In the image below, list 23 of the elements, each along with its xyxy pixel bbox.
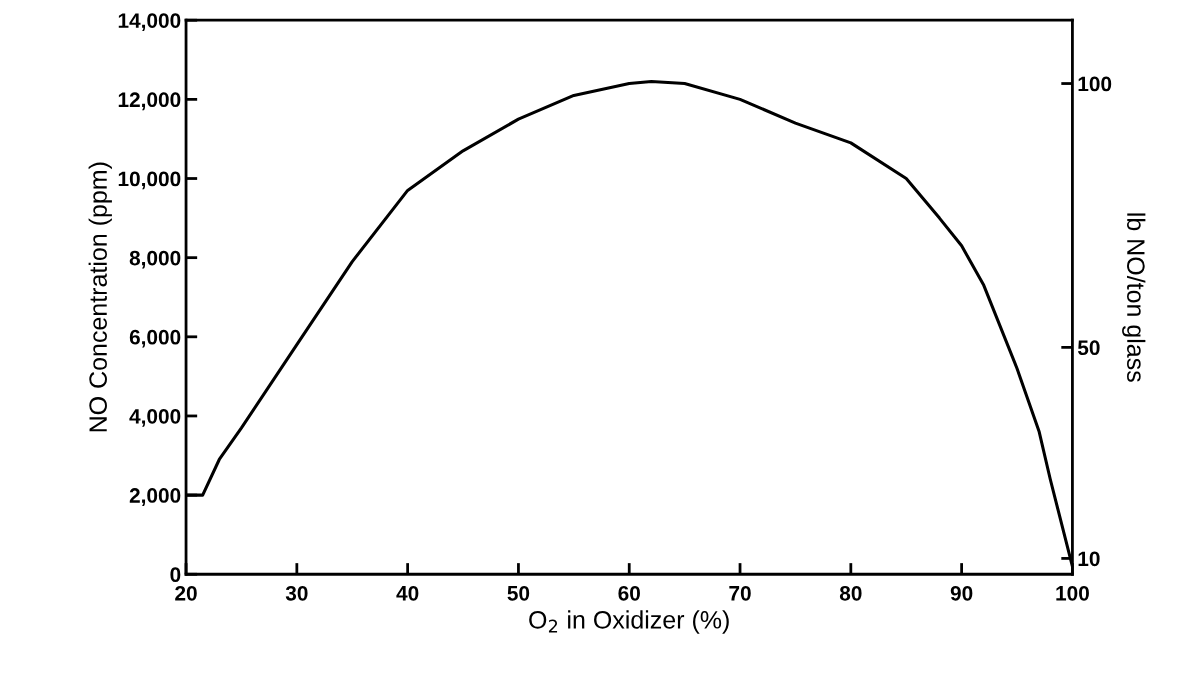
x-tick-label: 90	[950, 585, 973, 601]
x-tick-label: 50	[507, 585, 530, 601]
y2-tick-label: 100	[1078, 76, 1112, 92]
x-tick-label: 60	[618, 585, 640, 601]
y-tick-label: 8,000	[129, 250, 181, 269]
y2-axis-title: lb NO/ton glass	[1122, 213, 1146, 382]
x-tick-label: 100	[1056, 585, 1089, 601]
x-axis-title: O$_{2}$ in Oxidizer (%)	[529, 610, 729, 634]
y-tick-label: 2,000	[129, 488, 181, 506]
y-tick-label: 12,000	[118, 92, 181, 111]
y-tick-label: 4,000	[129, 408, 181, 427]
y-tick-label: 14,000	[118, 13, 181, 31]
y2-tick-label: 50	[1077, 340, 1100, 356]
y2-tick-label: 10	[1078, 551, 1100, 567]
x-tick-label: 30	[285, 585, 308, 601]
x-tick-label: 80	[839, 585, 862, 601]
x-tick-label: 70	[729, 585, 751, 601]
y-tick-label: 0	[170, 567, 181, 582]
y-axis-title: NO Concentration (ppm)	[88, 162, 112, 432]
x-tick-label: 40	[396, 585, 419, 601]
y-tick-label: 10,000	[118, 171, 181, 190]
y-tick-label: 6,000	[129, 329, 181, 348]
x-tick-label: 20	[175, 585, 197, 601]
